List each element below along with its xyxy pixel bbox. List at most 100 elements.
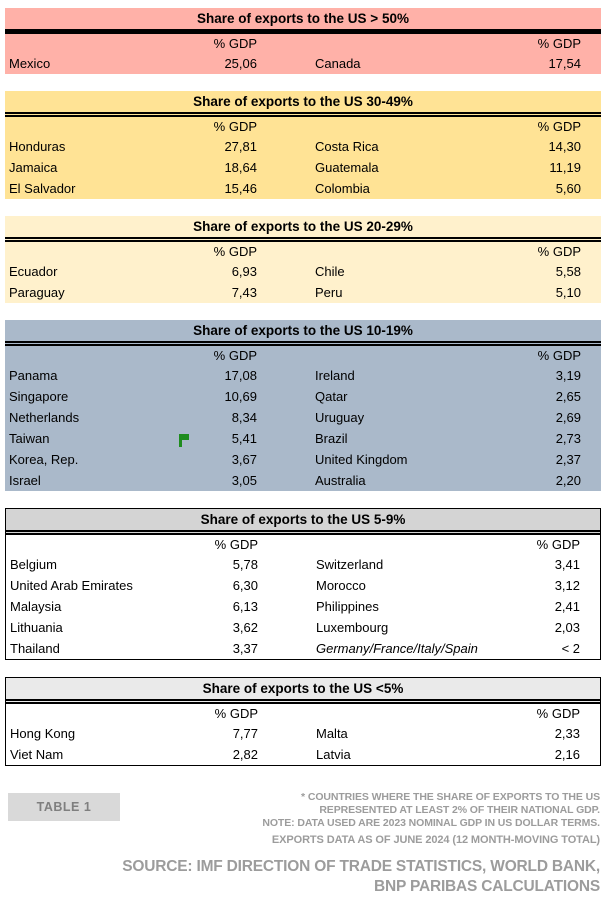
column-gap xyxy=(257,178,315,199)
value-text: 8,34 xyxy=(231,410,257,425)
value-text: 6,93 xyxy=(231,264,257,279)
country-column-spacer xyxy=(315,34,527,53)
value-cell: 5,58 xyxy=(555,264,581,279)
section-rows: Mexico 25,06 Canada 17,54 xyxy=(5,53,601,74)
col-header-gdp-left: % GDP xyxy=(213,36,257,51)
value-cell: 3,37 xyxy=(178,638,258,659)
value-text: 3,62 xyxy=(232,620,258,635)
country-cell: Hong Kong xyxy=(10,726,76,741)
value-cell: 17,54 xyxy=(548,56,581,71)
country-cell: Germany/France/Italy/Spain xyxy=(316,641,478,656)
section-title: Share of exports to the US 20-29% xyxy=(5,216,601,242)
value-cell: 5,78 xyxy=(178,554,258,575)
green-flag-icon xyxy=(179,432,190,449)
country-cell: Costa Rica xyxy=(315,139,379,154)
value-cell: 2,37 xyxy=(555,452,581,467)
footnotes: * COUNTRIES WHERE THE SHARE OF EXPORTS T… xyxy=(6,791,600,847)
table-row: United Arab Emirates 6,30 Morocco 3,12 xyxy=(6,575,600,596)
country-cell: Belgium xyxy=(10,557,57,572)
column-gap xyxy=(257,157,315,178)
country-cell: Malta xyxy=(316,726,348,741)
table-row: Thailand 3,37 Germany/France/Italy/Spain… xyxy=(6,638,600,659)
country-column-spacer xyxy=(10,535,178,554)
value-text: 6,30 xyxy=(232,578,258,593)
value-cell: 8,34 xyxy=(177,407,257,428)
country-cell: Luxembourg xyxy=(316,620,389,635)
value-cell: 2,82 xyxy=(178,744,258,765)
column-gap xyxy=(257,428,315,449)
table-row: Netherlands 8,34 Uruguay 2,69 xyxy=(5,407,601,428)
table-row: Taiwan 5,41 Brazil 2,73 xyxy=(5,428,601,449)
country-cell: Uruguay xyxy=(315,410,365,425)
value-text: 10,69 xyxy=(224,389,257,404)
country-column-spacer xyxy=(9,117,177,136)
country-cell: United Kingdom xyxy=(315,452,408,467)
country-cell: Viet Nam xyxy=(10,747,64,762)
value-text: 3,37 xyxy=(232,641,258,656)
value-text: 5,78 xyxy=(232,557,258,572)
section-rows: Panama 17,08 Ireland 3,19 Singapore 10,6… xyxy=(5,365,601,491)
column-gap xyxy=(257,365,315,386)
column-header-row: % GDP % GDP xyxy=(5,346,601,365)
col-header-gdp-right: % GDP xyxy=(536,537,580,552)
value-cell: 27,81 xyxy=(177,136,257,157)
country-cell: Thailand xyxy=(10,641,60,656)
table-row: Belgium 5,78 Switzerland 3,41 xyxy=(6,554,600,575)
section-title: Share of exports to the US 30-49% xyxy=(5,91,601,117)
footnote-line: NOTE: DATA USED ARE 2023 NOMINAL GDP IN … xyxy=(262,817,600,829)
country-cell: Paraguay xyxy=(9,285,65,300)
column-header-row: % GDP % GDP xyxy=(5,242,601,261)
country-column-spacer xyxy=(316,535,528,554)
country-cell: Ecuador xyxy=(9,264,58,279)
section-title: Share of exports to the US 5-9% xyxy=(6,509,600,535)
country-cell: Korea, Rep. xyxy=(9,452,79,467)
country-column-spacer xyxy=(10,704,178,723)
column-header-row: % GDP % GDP xyxy=(5,117,601,136)
country-cell: Brazil xyxy=(315,431,348,446)
exports-section: Share of exports to the US 5-9% % GDP % … xyxy=(5,508,601,660)
value-cell: 2,73 xyxy=(555,431,581,446)
value-cell: 17,08 xyxy=(177,365,257,386)
column-gap xyxy=(257,53,315,74)
table-row: El Salvador 15,46 Colombia 5,60 xyxy=(5,178,601,199)
column-gap xyxy=(257,117,315,136)
value-cell: 15,46 xyxy=(177,178,257,199)
country-cell: Australia xyxy=(315,473,366,488)
col-header-gdp-right: % GDP xyxy=(537,244,581,259)
country-cell: Netherlands xyxy=(9,410,80,425)
value-cell: 10,69 xyxy=(177,386,257,407)
value-cell: 2,03 xyxy=(554,620,580,635)
column-gap xyxy=(257,407,315,428)
table-label: TABLE 1 xyxy=(8,793,120,821)
table-row: Ecuador 6,93 Chile 5,58 xyxy=(5,261,601,282)
table-row: Jamaica 18,64 Guatemala 11,19 xyxy=(5,157,601,178)
value-cell: 18,64 xyxy=(177,157,257,178)
table-row: Israel 3,05 Australia 2,20 xyxy=(5,470,601,491)
column-gap xyxy=(258,535,316,554)
country-cell: Qatar xyxy=(315,389,348,404)
column-header-row: % GDP % GDP xyxy=(6,535,600,554)
country-column-spacer xyxy=(315,346,527,365)
country-cell: Guatemala xyxy=(315,160,379,175)
country-cell: Jamaica xyxy=(9,160,58,175)
value-cell: 2,41 xyxy=(554,599,580,614)
table-row: Viet Nam 2,82 Latvia 2,16 xyxy=(6,744,600,765)
value-cell: 2,16 xyxy=(554,747,580,762)
value-text: 15,46 xyxy=(224,181,257,196)
value-text: 6,13 xyxy=(232,599,258,614)
value-cell: 6,93 xyxy=(177,261,257,282)
col-header-gdp-left: % GDP xyxy=(214,537,258,552)
value-text: 3,67 xyxy=(231,452,257,467)
table-row: Paraguay 7,43 Peru 5,10 xyxy=(5,282,601,303)
source-line: SOURCE: IMF DIRECTION OF TRADE STATISTIC… xyxy=(122,858,600,875)
section-title: Share of exports to the US > 50% xyxy=(5,8,601,34)
column-gap xyxy=(257,449,315,470)
section-rows: Ecuador 6,93 Chile 5,58 Paraguay 7,43 Pe… xyxy=(5,261,601,303)
value-cell: < 2 xyxy=(561,641,580,656)
value-cell: 3,19 xyxy=(555,368,581,383)
country-cell: Switzerland xyxy=(316,557,384,572)
value-cell: 5,10 xyxy=(555,285,581,300)
value-cell: 3,62 xyxy=(178,617,258,638)
exports-share-table: Share of exports to the US > 50% % GDP %… xyxy=(5,8,601,766)
table-row: Panama 17,08 Ireland 3,19 xyxy=(5,365,601,386)
